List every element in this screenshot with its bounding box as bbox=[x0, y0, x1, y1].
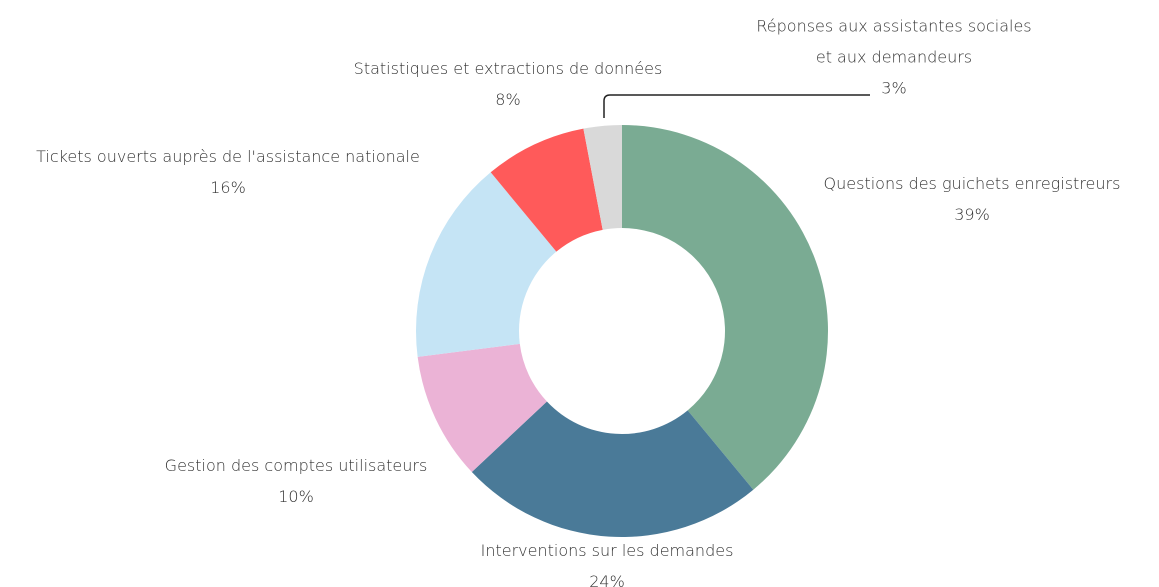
category-label: Tickets ouverts auprès de l'assistance n… bbox=[36, 147, 420, 166]
slice-label: Tickets ouverts auprès de l'assistance n… bbox=[36, 141, 420, 203]
value-label: 16% bbox=[210, 178, 246, 197]
donut-slice bbox=[417, 343, 547, 473]
donut-slice bbox=[583, 125, 622, 230]
category-label: Questions des guichets enregistreurs bbox=[823, 174, 1121, 193]
value-label: 10% bbox=[278, 487, 314, 506]
value-label: 24% bbox=[589, 572, 625, 587]
leader-line bbox=[603, 94, 870, 118]
category-label: Statistiques et extractions de données bbox=[353, 59, 663, 78]
category-label: Réponses aux assistantes sociales et aux… bbox=[756, 16, 1032, 67]
value-label: 39% bbox=[954, 205, 990, 224]
value-label: 8% bbox=[495, 90, 521, 109]
donut-slice bbox=[490, 128, 603, 252]
slice-label: Interventions sur les demandes 24% bbox=[481, 535, 734, 587]
slice-label: Statistiques et extractions de données 8% bbox=[354, 53, 663, 115]
value-label: 3% bbox=[881, 78, 907, 98]
category-label: Gestion des comptes utilisateurs bbox=[164, 456, 428, 475]
slice-label: Gestion des comptes utilisateurs 10% bbox=[165, 450, 428, 512]
donut-slice bbox=[416, 172, 557, 357]
slice-label: Réponses aux assistantes sociales et aux… bbox=[752, 11, 1037, 104]
donut-slice bbox=[471, 401, 754, 537]
category-label: Interventions sur les demandes bbox=[480, 541, 734, 560]
slice-label: Questions des guichets enregistreurs 39% bbox=[824, 168, 1121, 230]
donut-slice bbox=[622, 125, 828, 490]
